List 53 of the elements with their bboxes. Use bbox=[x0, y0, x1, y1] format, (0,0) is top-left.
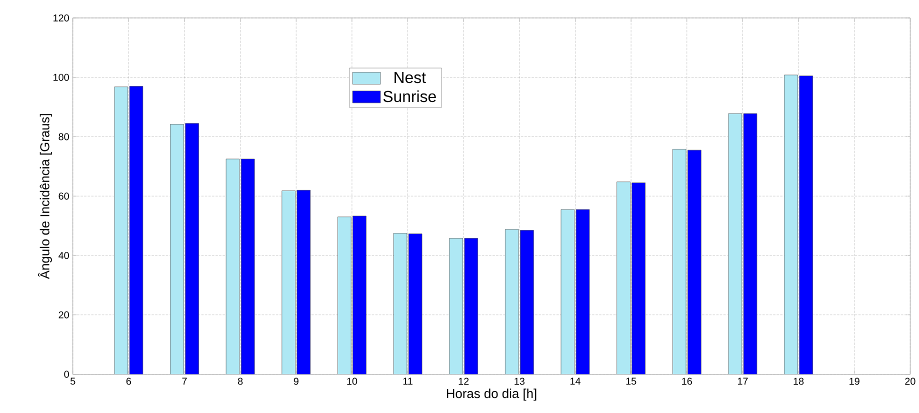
y-tick-label: 60 bbox=[58, 192, 69, 200]
y-axis-title: Ângulo de Incidência [Graus] bbox=[38, 114, 52, 279]
bar bbox=[504, 229, 519, 374]
x-tick-label: 9 bbox=[294, 378, 298, 385]
bar bbox=[672, 148, 686, 374]
x-tick-label: 10 bbox=[347, 378, 358, 385]
bar bbox=[240, 158, 255, 374]
y-tick-label: 0 bbox=[64, 370, 69, 378]
y-tick-label: 40 bbox=[58, 252, 69, 259]
bar bbox=[688, 150, 702, 374]
x-tick-label: 14 bbox=[570, 378, 580, 385]
x-tick-label: 6 bbox=[126, 378, 132, 385]
legend-label: Sunrise bbox=[383, 90, 436, 102]
x-tick-label: 15 bbox=[626, 378, 636, 385]
bar bbox=[226, 158, 240, 374]
bar bbox=[464, 238, 478, 374]
bar bbox=[560, 209, 575, 374]
bar bbox=[296, 190, 311, 374]
x-tick-label: 13 bbox=[514, 378, 525, 385]
bar bbox=[520, 230, 534, 374]
x-tick-label: 19 bbox=[850, 378, 860, 385]
bar bbox=[170, 124, 184, 374]
x-tick-label: 7 bbox=[182, 378, 187, 385]
bar bbox=[632, 182, 646, 374]
bar bbox=[728, 113, 742, 374]
bar bbox=[129, 86, 144, 374]
bar bbox=[449, 238, 463, 374]
y-tick-label: 20 bbox=[58, 311, 69, 318]
y-tick-label: 120 bbox=[54, 14, 69, 22]
bar bbox=[616, 182, 630, 374]
bar bbox=[114, 86, 128, 374]
bar bbox=[784, 74, 798, 374]
bar bbox=[185, 123, 199, 374]
x-tick-label: 17 bbox=[738, 378, 748, 385]
x-tick-label: 20 bbox=[905, 378, 916, 385]
bar bbox=[576, 209, 590, 374]
y-tick-label: 100 bbox=[54, 74, 69, 81]
x-axis-title: Horas do dia [h] bbox=[446, 388, 536, 401]
bar bbox=[799, 76, 813, 374]
bar bbox=[743, 113, 758, 374]
bar bbox=[338, 216, 352, 374]
y-tick-label: 80 bbox=[58, 133, 69, 140]
x-tick-label: 18 bbox=[794, 378, 804, 385]
x-tick-label: 8 bbox=[238, 378, 243, 385]
x-tick-label: 16 bbox=[682, 378, 692, 385]
legend-label: Nest bbox=[394, 72, 426, 84]
x-tick-label: 5 bbox=[70, 378, 76, 385]
bar bbox=[393, 232, 408, 374]
x-tick-label: 11 bbox=[403, 378, 412, 385]
x-tick-label: 12 bbox=[458, 378, 469, 385]
bar bbox=[282, 190, 296, 374]
bar bbox=[408, 234, 422, 374]
bar bbox=[352, 216, 366, 374]
